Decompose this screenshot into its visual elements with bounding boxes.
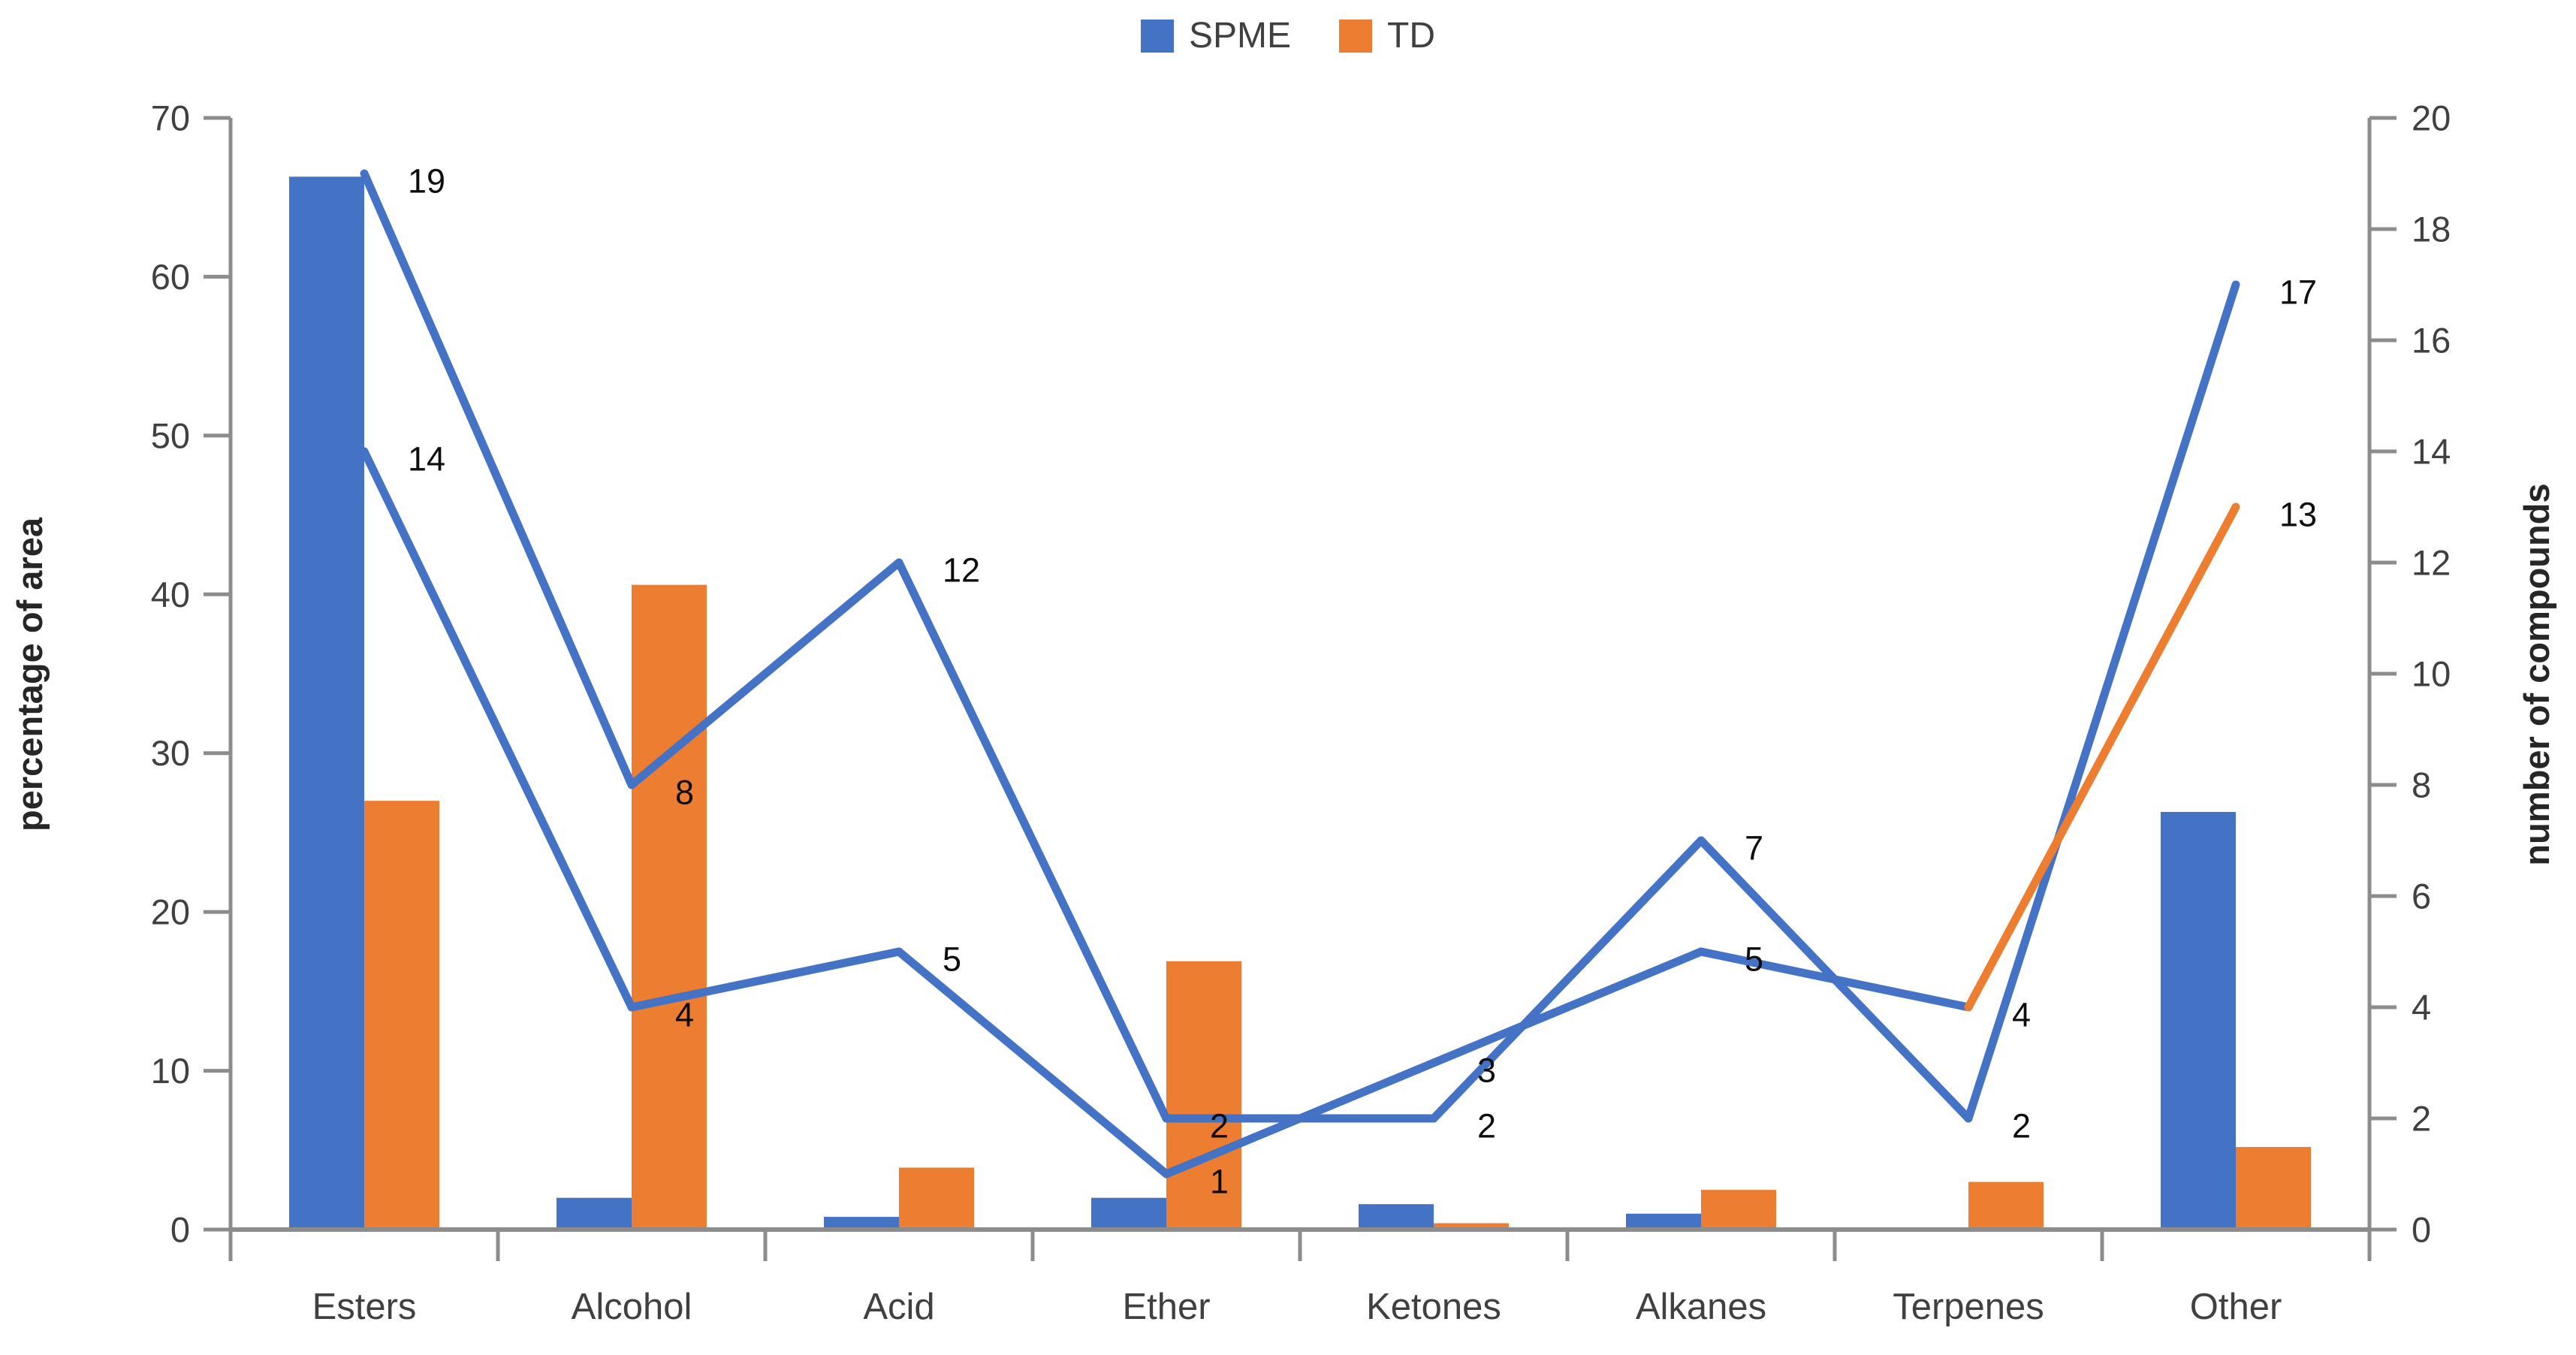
left-axis-tick-label: 20: [151, 892, 190, 932]
x-axis-category-label: Other: [2190, 1287, 2282, 1327]
line-segment-td-compounds: [1429, 947, 1706, 1067]
x-axis-category-label: Alkanes: [1636, 1287, 1766, 1327]
right-axis-tick-label: 4: [2412, 988, 2431, 1028]
x-axis-category-label: Ketones: [1366, 1287, 1501, 1327]
data-label-td-compounds-esters: 14: [408, 440, 445, 478]
right-axis-tick-label: 8: [2412, 765, 2431, 805]
bar-td-ketones: [1434, 1223, 1509, 1230]
right-axis-tick-label: 14: [2412, 432, 2451, 472]
left-axis-tick-label: 0: [170, 1210, 190, 1250]
chart-legend: SPME TD: [0, 18, 2576, 54]
right-axis-tick-label: 16: [2412, 321, 2451, 361]
legend-label-spme: SPME: [1188, 16, 1292, 56]
data-label-spme-compounds-alkanes: 7: [1745, 829, 1763, 868]
legend-item-spme: SPME: [1140, 16, 1292, 56]
x-axis-category-label: Esters: [312, 1287, 417, 1327]
legend-label-td: TD: [1387, 16, 1435, 56]
bar-spme-alkanes: [1626, 1213, 1701, 1230]
data-label-td-compounds-alcohol: 4: [675, 996, 694, 1034]
x-axis-category-label: Ether: [1122, 1287, 1210, 1327]
line-segment-td-compounds: [1697, 947, 1973, 1012]
line-segment-spme-compounds: [360, 169, 636, 789]
line-segment-td-compounds: [360, 447, 636, 1012]
bar-td-esters: [364, 801, 439, 1230]
left-axis-tick-label: 70: [151, 98, 190, 138]
left-axis-tick-label: 10: [151, 1051, 190, 1091]
line-segment-spme-compounds: [894, 558, 1171, 1123]
bar-spme-other: [2161, 811, 2236, 1230]
right-axis-tick-label: 10: [2412, 654, 2451, 694]
legend-swatch-spme-icon: [1140, 20, 1174, 53]
left-axis-tick-label: 40: [151, 575, 190, 614]
right-axis-tick-label: 6: [2412, 877, 2431, 916]
right-axis-tick-label: 20: [2412, 98, 2451, 138]
right-axis-tick-label: 2: [2412, 1099, 2431, 1139]
data-label-spme-compounds-ketones: 2: [1477, 1107, 1496, 1145]
bar-td-acid: [899, 1167, 974, 1230]
line-segment-td-compounds: [1162, 1058, 1438, 1178]
line-segment-td-compounds: [627, 947, 903, 1012]
line-segment-spme-compounds: [1429, 836, 1706, 1123]
bar-td-alcohol: [632, 584, 707, 1230]
right-axis-tick-label: 12: [2412, 543, 2451, 583]
bar-td-ether: [1166, 961, 1241, 1230]
data-label-td-compounds-alkanes: 5: [1745, 940, 1763, 979]
legend-item-td: TD: [1339, 18, 1435, 54]
legend-swatch-td-icon: [1339, 20, 1373, 53]
x-axis-category-label: Alcohol: [572, 1287, 692, 1327]
bar-spme-esters: [289, 177, 364, 1230]
data-label-td-compounds-acid: 5: [943, 940, 961, 979]
data-label-spme-compounds-alcohol: 8: [675, 774, 694, 812]
line-segment-td-compounds: [1964, 502, 2240, 1012]
data-label-td-compounds-other: 13: [2279, 496, 2317, 534]
line-segment-spme-compounds: [1964, 280, 2240, 1123]
data-label-td-compounds-terpenes: 4: [2012, 996, 2031, 1034]
left-axis-title: percentage of area: [10, 517, 50, 831]
line-segment-spme-compounds: [627, 558, 903, 789]
data-label-spme-compounds-acid: 12: [943, 551, 980, 590]
right-axis-tick-label: 18: [2412, 210, 2451, 249]
left-axis-tick-label: 50: [151, 415, 190, 455]
bar-spme-acid: [824, 1217, 899, 1230]
line-segment-td-compounds: [894, 947, 1171, 1178]
left-axis-tick-label: 60: [151, 257, 190, 297]
bar-td-alkanes: [1701, 1190, 1776, 1230]
lines-layer: [360, 169, 2240, 1178]
left-axis-tick-label: 30: [151, 733, 190, 773]
data-label-spme-compounds-terpenes: 2: [2012, 1107, 2031, 1145]
bar-td-other: [2236, 1147, 2311, 1230]
bar-spme-ether: [1091, 1197, 1166, 1230]
x-axis-category-label: Terpenes: [1893, 1287, 2044, 1327]
right-axis-tick-label: 0: [2412, 1210, 2431, 1250]
x-axis-category-label: Acid: [863, 1287, 934, 1327]
right-axis-title: number of compounds: [2517, 483, 2556, 865]
bar-td-terpenes: [1968, 1181, 2044, 1230]
data-label-spme-compounds-esters: 19: [408, 162, 445, 201]
data-label-spme-compounds-other: 17: [2279, 273, 2317, 312]
data-label-td-compounds-ether: 1: [1210, 1163, 1229, 1201]
bar-spme-ketones: [1359, 1204, 1434, 1230]
bar-spme-alcohol: [557, 1197, 632, 1230]
data-label-td-compounds-ketones: 3: [1477, 1052, 1496, 1090]
bars-layer: [289, 177, 2311, 1230]
data-label-spme-compounds-ether: 2: [1210, 1107, 1229, 1145]
